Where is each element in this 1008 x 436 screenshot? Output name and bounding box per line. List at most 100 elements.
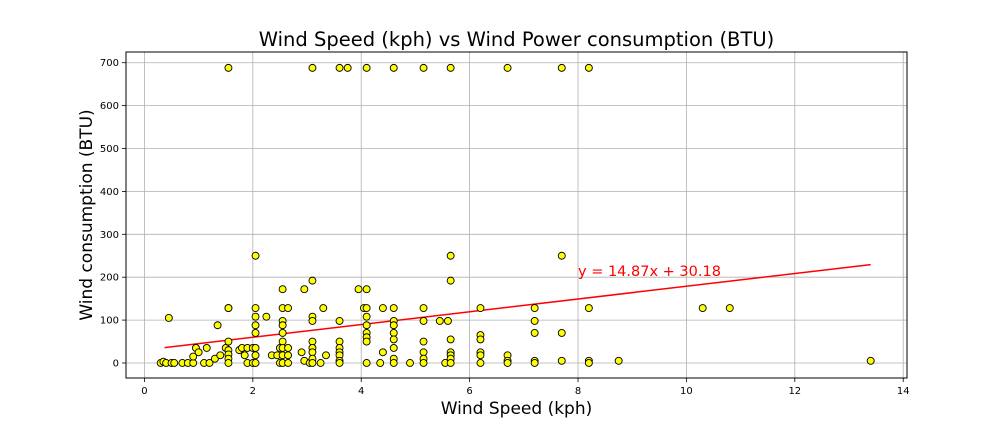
y-tick-label: 100 (100, 316, 119, 327)
scatter-point (224, 304, 233, 313)
scatter-point (584, 304, 593, 313)
scatter-point (389, 359, 398, 367)
x-tick-label: 12 (788, 386, 801, 397)
scatter-point (297, 348, 306, 357)
scatter-point (362, 321, 371, 330)
y-tick-label: 0 (113, 358, 119, 369)
scatter-point (300, 285, 309, 294)
axis-ticks: 0 2 4 6 8 10 12 14 0 100 200 300 400 500 600 700 (100, 58, 910, 397)
scatter-point (476, 359, 485, 367)
scatter-point (316, 359, 325, 367)
scatter-point (419, 317, 428, 325)
scatter-point (389, 344, 398, 352)
grid-lines (126, 52, 907, 378)
scatter-point (308, 348, 317, 357)
scatter-point (224, 63, 233, 72)
scatter-point (435, 317, 444, 325)
scatter-point (584, 63, 593, 72)
scatter-point (476, 304, 485, 313)
scatter-point (262, 312, 271, 321)
scatter-point (224, 359, 233, 367)
scatter-point (725, 304, 734, 313)
scatter-point (284, 304, 293, 313)
scatter-point (446, 335, 455, 344)
scatter-point (866, 356, 875, 365)
scatter-point (284, 359, 293, 367)
scatter-point (308, 317, 317, 325)
scatter-point (189, 352, 198, 361)
y-tick-label: 700 (100, 58, 119, 69)
scatter-point (362, 63, 371, 72)
scatter-point (376, 359, 385, 367)
y-tick-label: 300 (100, 230, 119, 241)
scatter-point (194, 348, 203, 357)
scatter-point (389, 63, 398, 72)
scatter-point (335, 359, 344, 367)
scatter-point (308, 276, 317, 285)
scatter-point (362, 359, 371, 367)
scatter-point (251, 312, 260, 321)
scatter-point (251, 351, 260, 360)
chart-title: Wind Speed (kph) vs Wind Power consumpti… (259, 28, 774, 51)
x-axis-label: Wind Speed (kph) (441, 399, 593, 419)
x-tick-label: 6 (466, 386, 472, 397)
scatter-point (389, 329, 398, 337)
scatter-point (205, 359, 214, 367)
scatter-point (389, 335, 398, 344)
x-tick-label: 4 (358, 386, 364, 397)
scatter-point (530, 329, 539, 337)
scatter-point (278, 329, 287, 337)
x-tick-label: 8 (575, 386, 581, 397)
scatter-point (419, 304, 428, 313)
scatter-point (251, 329, 260, 337)
scatter-point (378, 304, 387, 313)
scatter-point (443, 317, 452, 325)
scatter-point (584, 359, 593, 367)
scatter-point (278, 285, 287, 294)
scatter-point (202, 344, 211, 352)
scatter-point (343, 63, 352, 72)
scatter-point (557, 329, 566, 337)
scatter-point (614, 356, 623, 365)
scatter-point (335, 337, 344, 346)
scatter-point (240, 351, 249, 360)
scatter-point (362, 304, 371, 313)
y-axis-label: Wind consumption (BTU) (77, 109, 97, 320)
scatter-point (362, 337, 371, 346)
scatter-point (476, 335, 485, 344)
scatter-point (557, 63, 566, 72)
scatter-point (530, 359, 539, 367)
scatter-point (164, 313, 173, 322)
scatter-point (284, 351, 293, 360)
y-tick-label: 400 (100, 187, 119, 198)
scatter-point (419, 63, 428, 72)
y-tick-label: 200 (100, 273, 119, 284)
scatter-point (419, 359, 428, 367)
scatter-point (216, 351, 225, 360)
x-tick-label: 2 (250, 386, 256, 397)
scatter-point (224, 337, 233, 346)
scatter-point (335, 63, 344, 72)
scatter-point (278, 321, 287, 330)
scatter-point (278, 337, 287, 346)
scatter-point (419, 348, 428, 357)
scatter-point (362, 312, 371, 321)
scatter-point (503, 63, 512, 72)
scatter-point (308, 63, 317, 72)
scatter-point (446, 63, 455, 72)
scatter-point (557, 251, 566, 260)
scatter-point (557, 356, 566, 365)
regression-equation: y = 14.87x + 30.18 (578, 264, 721, 280)
x-tick-label: 10 (680, 386, 693, 397)
scatter-point (213, 321, 222, 330)
x-tick-label: 14 (897, 386, 910, 397)
scatter-point (189, 359, 198, 367)
scatter-point (446, 276, 455, 285)
scatter-point (389, 304, 398, 313)
scatter-point (354, 285, 363, 294)
scatter-point (530, 317, 539, 325)
scatter-point (308, 359, 317, 367)
scatter-point (319, 304, 328, 313)
scatter-point (308, 337, 317, 346)
